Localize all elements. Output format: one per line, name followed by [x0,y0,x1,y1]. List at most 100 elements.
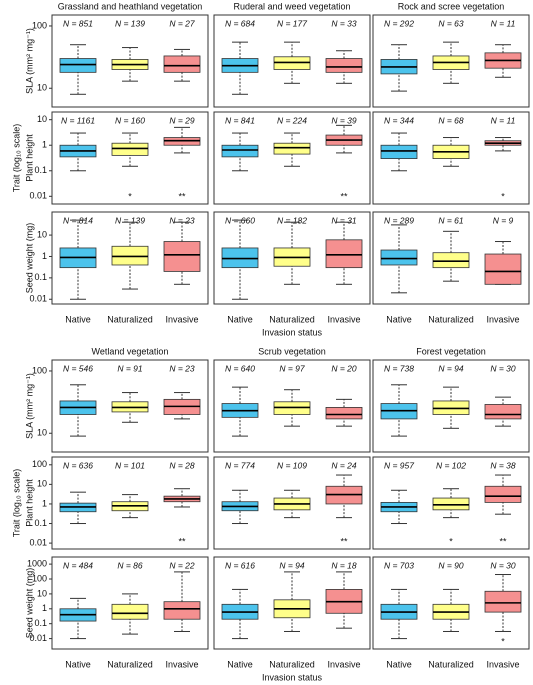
n-label: N = 11 [491,18,516,28]
x-axis-label: Invasion status [262,672,323,682]
box [484,485,522,503]
y-tick-label: 1 [42,603,47,613]
n-label: N = 182 [277,215,307,225]
n-label: N = 546 [63,363,93,373]
x-tick-label: Naturalized [428,314,474,324]
n-label: N = 102 [436,460,466,470]
n-label: N = 91 [117,363,143,373]
n-label: N = 61 [438,215,464,225]
box [163,601,201,620]
x-tick-label: Naturalized [269,659,315,669]
n-label: N = 139 [115,215,145,225]
y-tick-label: 1 [42,498,47,508]
n-label: N = 484 [63,560,93,570]
y-tick-label: 100 [32,573,47,583]
x-tick-label: Native [386,659,412,669]
n-label: N = 30 [490,560,516,570]
shared-y-label: Trait (log₁₀ scale) [11,124,21,192]
panel-frame [51,211,209,305]
panel-frame [213,111,371,205]
panel-frame [372,359,530,453]
y-tick-label: 0.1 [34,618,47,628]
panel-frame [51,111,209,205]
x-tick-label: Native [65,659,91,669]
panel-title: Ruderal and weed vegetation [233,1,350,11]
x-tick-label: Invasive [165,314,198,324]
x-axis-label: Invasion status [262,327,323,337]
n-label: N = 23 [169,363,195,373]
x-tick-label: Naturalized [269,314,315,324]
n-label: N = 39 [331,115,357,125]
y-tick-label: 0.01 [29,537,47,547]
x-tick-label: Native [386,314,412,324]
panel-frame [213,359,371,453]
n-label: N = 640 [225,363,255,373]
y-tick-label: 10 [37,588,47,598]
n-label: N = 101 [115,460,145,470]
significance: * [128,191,132,201]
n-label: N = 1161 [61,115,95,125]
x-tick-label: Naturalized [428,659,474,669]
y-tick-label: 0.01 [29,633,47,643]
y-tick-label: 1 [42,251,47,261]
significance: * [501,191,505,201]
box [484,253,522,285]
box [380,249,418,266]
n-label: N = 31 [331,215,357,225]
x-tick-label: Native [65,314,91,324]
box [163,55,201,73]
y-axis-label: Plant height [24,479,34,527]
panel-frame [51,456,209,550]
n-label: N = 684 [225,18,255,28]
significance: ** [340,536,348,546]
panel-frame [213,556,371,650]
panel-frame [372,211,530,305]
significance: * [501,636,505,646]
panel-frame [372,556,530,650]
y-tick-label: 100 [32,20,47,30]
significance: ** [499,536,507,546]
n-label: N = 177 [277,18,307,28]
box [111,603,149,620]
y-axis-label: Plant height [24,134,34,182]
panel-frame [213,14,371,108]
n-label: N = 738 [384,363,414,373]
n-label: N = 289 [384,215,414,225]
n-label: N = 28 [169,460,195,470]
box [111,142,149,156]
n-label: N = 957 [384,460,414,470]
panel-title: Forest vegetation [416,346,486,356]
panel-title: Wetland vegetation [92,346,169,356]
box [484,404,522,420]
n-label: N = 636 [63,460,93,470]
y-tick-label: 100 [32,459,47,469]
n-label: N = 139 [115,18,145,28]
y-tick-label: 0.01 [29,191,47,201]
n-label: N = 20 [331,363,357,373]
box [484,590,522,613]
n-label: N = 94 [438,363,464,373]
panel-frame [372,111,530,205]
n-label: N = 224 [277,115,307,125]
n-label: N = 27 [169,18,195,28]
y-tick-label: 100 [32,365,47,375]
x-tick-label: Naturalized [107,314,153,324]
n-label: N = 86 [117,560,143,570]
n-label: N = 63 [438,18,464,28]
significance: ** [178,536,186,546]
n-label: N = 160 [115,115,145,125]
box [273,142,311,155]
n-label: N = 292 [384,18,414,28]
n-label: N = 11 [491,115,516,125]
x-tick-label: Native [227,314,253,324]
y-tick-label: 0.1 [34,518,47,528]
y-axis-label: Seed weight (mg) [24,568,34,639]
y-tick-label: 1 [42,140,47,150]
x-tick-label: Invasive [327,659,360,669]
y-tick-label: 0.1 [34,165,47,175]
x-tick-label: Invasive [486,659,519,669]
box [432,497,470,511]
n-label: N = 616 [225,560,255,570]
y-axis-label: Seed weight (mg) [24,223,34,294]
